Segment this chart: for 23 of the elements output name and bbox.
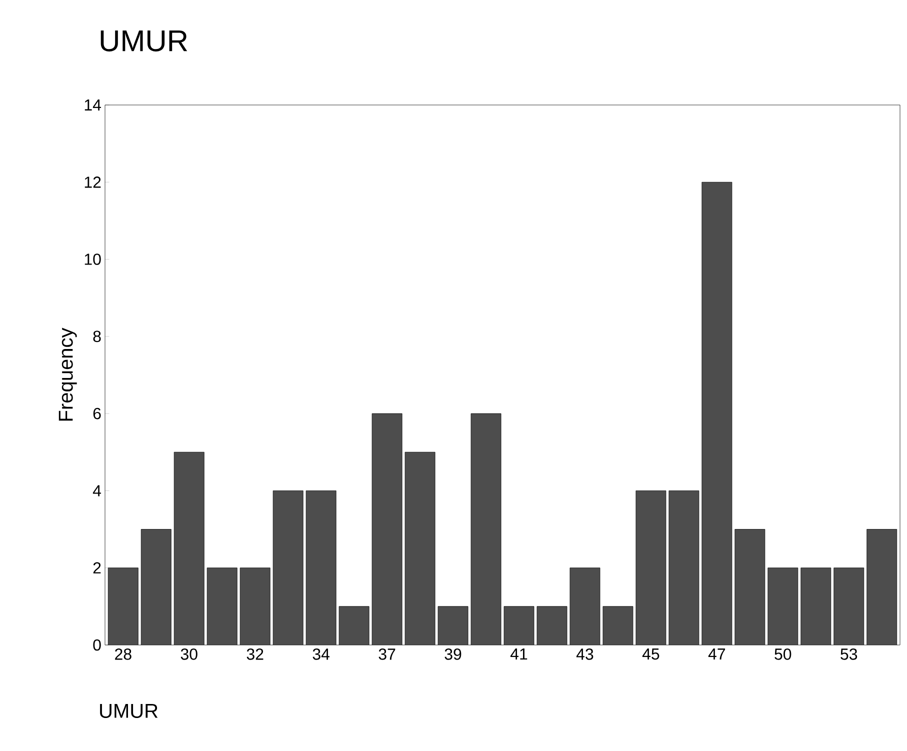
x-tick-label: 43 [576,648,594,660]
x-tick-label: 37 [378,648,396,660]
y-tick-label: 10 [84,254,101,265]
x-tick-label: 32 [246,648,264,660]
y-tick-label: 8 [93,330,101,342]
text: UMUR [100,704,158,718]
x-tick-label: 41 [510,648,528,660]
x-tick-label: 47 [708,648,726,660]
x-tick-label: 45 [642,648,660,660]
x-tick-label: 53 [840,648,858,660]
x-tick-label: 39 [444,648,462,660]
y-tick-label: 4 [92,485,101,496]
y-tick-label: 12 [84,176,101,188]
y-tick-label: 2 [93,562,101,574]
y-tick-label: 0 [93,639,101,651]
x-tick-label: 34 [312,648,330,660]
chart-title: UMUR [100,30,188,52]
y-tick-label: 14 [84,99,101,110]
x-tick-label: 28 [115,648,132,660]
y-tick-label: 6 [93,408,101,420]
x-tick-label: 30 [180,648,198,660]
y-axis-title: Frequency [58,328,77,421]
x-tick-label: 50 [774,648,792,660]
